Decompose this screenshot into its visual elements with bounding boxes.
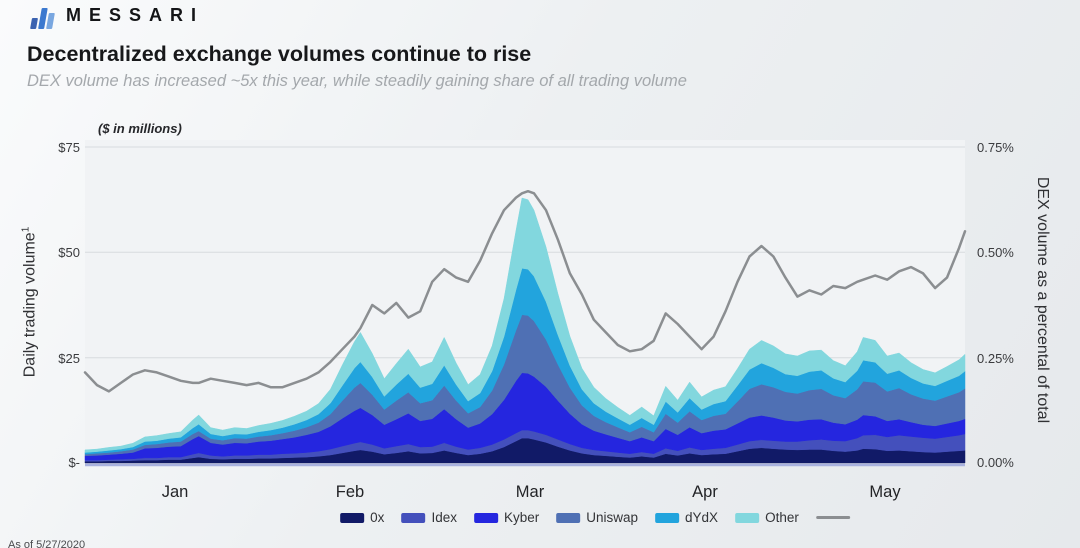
footnote-marker: 1 bbox=[20, 226, 32, 233]
legend-label: Idex bbox=[431, 510, 457, 525]
chart-legend: 0x Idex Kyber Uniswap dYdX Other bbox=[340, 510, 850, 525]
legend-swatch-other bbox=[735, 512, 760, 523]
dex-share-line bbox=[83, 189, 967, 393]
legend-label: Other bbox=[765, 510, 799, 525]
legend-item-dydx: dYdX bbox=[655, 510, 718, 525]
brand-wordmark: MESSARI bbox=[66, 5, 205, 25]
right-tick-050: 0.50% bbox=[977, 245, 1014, 260]
legend-label: Uniswap bbox=[586, 510, 639, 525]
right-tick-075: 0.75% bbox=[977, 140, 1014, 155]
legend-item-kyber: Kyber bbox=[473, 510, 540, 525]
x-label-apr: Apr bbox=[692, 483, 718, 501]
legend-swatch-idex bbox=[401, 512, 426, 523]
legend-item-0x: 0x bbox=[340, 510, 384, 525]
y-axis-right-label: DEX volume as a percental of total bbox=[1034, 176, 1051, 424]
legend-item-other: Other bbox=[735, 510, 799, 525]
legend-swatch-dydx bbox=[655, 512, 680, 523]
right-tick-000: 0.00% bbox=[977, 455, 1014, 470]
logo-bar-left bbox=[30, 18, 38, 29]
left-tick-75: $75 bbox=[58, 140, 80, 155]
left-tick-50: $50 bbox=[58, 245, 80, 260]
as-of-note: As of 5/27/2020 bbox=[8, 539, 86, 548]
legend-item-idex: Idex bbox=[401, 510, 457, 525]
legend-line-swatch bbox=[815, 516, 850, 519]
legend-swatch-kyber bbox=[473, 512, 498, 523]
legend-label: Kyber bbox=[503, 510, 540, 525]
area-other bbox=[84, 197, 966, 453]
legend-label: 0x bbox=[370, 510, 385, 525]
page-subtitle: DEX volume has increased ~5x this year, … bbox=[27, 72, 687, 90]
units-note: ($ in millions) bbox=[98, 121, 182, 136]
x-label-may: May bbox=[869, 483, 901, 501]
left-tick-25: $25 bbox=[58, 351, 80, 366]
x-label-mar: Mar bbox=[515, 483, 545, 501]
legend-swatch-0x bbox=[340, 512, 365, 523]
left-tick-0: $- bbox=[68, 455, 80, 470]
legend-label: dYdX bbox=[685, 510, 719, 525]
messari-logo-icon bbox=[30, 7, 56, 29]
x-label-feb: Feb bbox=[335, 483, 365, 501]
right-tick-025: 0.25% bbox=[977, 351, 1014, 366]
page-title: Decentralized exchange volumes continue … bbox=[27, 42, 532, 66]
legend-item-uniswap: Uniswap bbox=[556, 510, 638, 525]
legend-swatch-uniswap bbox=[556, 512, 581, 523]
x-label-jan: Jan bbox=[161, 483, 189, 501]
